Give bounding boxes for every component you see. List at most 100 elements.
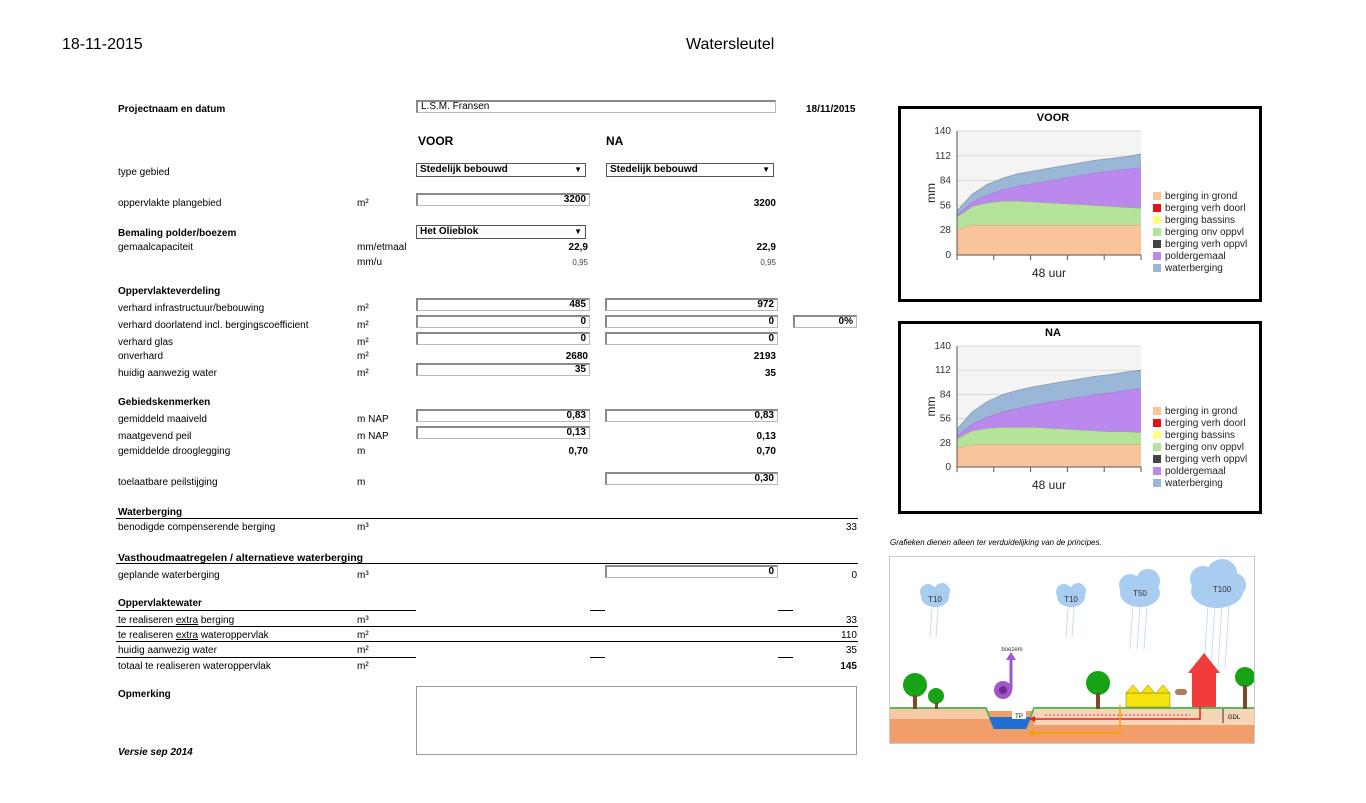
maaiveld-voor-field[interactable]: 0,83 [416, 409, 590, 422]
mmu-voor-value: 0,95 [572, 258, 588, 267]
row-unit: m NAP [357, 414, 389, 425]
type-gebied-label: type gebied [118, 167, 170, 178]
row-value: 145 [840, 661, 857, 672]
huidig-water-voor-field[interactable]: 35 [416, 363, 590, 376]
row-label: verhard infrastructuur/bebouwing [118, 303, 265, 314]
area-edge [956, 444, 1141, 449]
y-tick-label: 140 [934, 341, 951, 352]
gemaal-unit: mm/etmaal [357, 242, 407, 253]
chart-disclaimer: Grafieken dienen alleen ter verduidelijk… [890, 538, 1102, 547]
row-unit: m [357, 446, 366, 457]
column-voor: VOOR [418, 134, 454, 148]
legend-swatch [1153, 264, 1161, 272]
opmerking-textarea[interactable] [416, 686, 857, 755]
row-label: huidig aanwezig water [118, 645, 217, 656]
area-berging-onv-oppvl [957, 427, 1141, 448]
row-label: gemiddeld maaiveld [118, 414, 207, 425]
cloud-label: T10 [1064, 595, 1078, 604]
area-waterberging [957, 370, 1141, 436]
y-tick-label: 28 [940, 438, 952, 449]
row-unit: m² [357, 303, 369, 314]
chart-title: VOOR [1037, 112, 1069, 124]
y-tick-label: 112 [935, 151, 951, 162]
verhard-glas-voor-field[interactable]: 0 [416, 332, 590, 345]
geplande-berging-value: 0 [851, 570, 857, 581]
onverhard-voor-value: 2680 [565, 351, 588, 362]
toelaatbaar-na-field[interactable]: 0,30 [605, 472, 778, 485]
dropdown-arrow-icon: ▼ [574, 165, 582, 174]
area-edge [956, 224, 1141, 230]
bergingscoefficient-field[interactable]: 0% [793, 315, 857, 328]
waterberging-heading: Waterberging [118, 507, 183, 518]
y-tick-label: 140 [934, 126, 951, 137]
row-unit: m² [357, 351, 369, 362]
toelaatbaar-unit: m [357, 477, 366, 488]
waterberging-unit: m³ [357, 522, 369, 533]
legend-label: berging verh doorl [1165, 203, 1246, 214]
row-label: onverhard [118, 351, 164, 362]
row-label: huidig aanwezig water [118, 368, 217, 379]
peil-voor-field[interactable]: 0,13 [416, 426, 590, 439]
x-axis-label: 48 uur [1032, 478, 1066, 492]
page-title: Watersleutel [686, 36, 775, 53]
gemaal-na-value: 22,9 [756, 242, 776, 253]
verhard-infra-na-field[interactable]: 972 [605, 298, 778, 311]
row-unit: m² [357, 368, 369, 379]
oppervlakte-voor-field[interactable]: 3200 [416, 193, 590, 206]
area-berging-onv-oppvl [957, 200, 1141, 230]
legend-swatch [1153, 443, 1161, 451]
onverhard-na-value: 2193 [753, 351, 776, 362]
y-tick-label: 84 [940, 176, 952, 187]
legend-label: berging onv oppvl [1165, 227, 1244, 238]
divider [778, 610, 793, 611]
y-tick-label: 84 [940, 389, 952, 400]
type-gebied-na-select[interactable]: Stedelijk bebouwd ▼ [606, 163, 774, 177]
legend-swatch [1153, 192, 1161, 200]
opmerking-label: Opmerking [118, 689, 171, 700]
legend-swatch [1153, 479, 1161, 487]
row-label: te realiseren extra wateroppervlak [118, 630, 269, 641]
y-tick-label: 56 [940, 200, 952, 211]
y-tick-label: 0 [945, 250, 951, 261]
bemaling-select[interactable]: Het Olieblok ▼ [416, 225, 586, 239]
project-name-field[interactable]: L.S.M. Fransen [416, 100, 776, 113]
gebiedskenmerken-heading: Gebiedskenmerken [118, 397, 211, 408]
verhard-doorlatend-voor-field[interactable]: 0 [416, 315, 590, 328]
peil-na-value: 0,13 [756, 431, 776, 442]
oppervlakte-na-value: 3200 [753, 198, 776, 209]
type-gebied-voor-select[interactable]: Stedelijk bebouwd ▼ [416, 163, 586, 177]
x-axis-label: 48 uur [1032, 266, 1066, 280]
type-gebied-voor-value: Stedelijk bebouwd [420, 164, 508, 175]
chart-voor: VOOR 0 28 56 84 112 140 48 uur mm berging in gron… [898, 106, 1262, 302]
water-illustration: T10 T10 T50 T100 boezem [889, 556, 1255, 744]
vasthoud-label: geplande waterberging [118, 570, 220, 581]
cloud-label: T100 [1213, 585, 1232, 594]
gemaal-label: gemaalcapaciteit [118, 242, 194, 253]
geplande-berging-field[interactable]: 0 [605, 565, 778, 578]
divider [778, 657, 793, 658]
column-na: NA [606, 134, 624, 148]
cloud-label: T10 [928, 595, 942, 604]
version-note: Versie sep 2014 [118, 747, 193, 758]
maaiveld-na-field[interactable]: 0,83 [605, 409, 778, 422]
cloud-label: T50 [1133, 589, 1147, 598]
area-poldergemaal [957, 167, 1141, 217]
print-date: 18-11-2015 [62, 36, 143, 53]
row-unit: m² [357, 320, 369, 331]
verhard-infra-voor-field[interactable]: 485 [416, 298, 590, 311]
row-unit: m² [357, 645, 369, 656]
legend-swatch [1153, 455, 1161, 463]
bemaling-select-value: Het Olieblok [420, 226, 479, 237]
vasthoud-unit: m³ [357, 570, 369, 581]
legend-label: berging in grond [1165, 191, 1237, 202]
area-waterberging [957, 154, 1141, 216]
row-unit: m² [357, 630, 369, 641]
water-illustration-svg: T10 T10 T50 T100 boezem [890, 557, 1255, 743]
verhard-doorlatend-na-field[interactable]: 0 [605, 315, 778, 328]
verhard-glas-na-field[interactable]: 0 [605, 332, 778, 345]
legend-swatch [1153, 407, 1161, 415]
tp-label: TP [1015, 714, 1023, 720]
legend-swatch [1153, 228, 1161, 236]
row-label: maatgevend peil [118, 431, 192, 442]
y-tick-label: 56 [940, 414, 952, 425]
